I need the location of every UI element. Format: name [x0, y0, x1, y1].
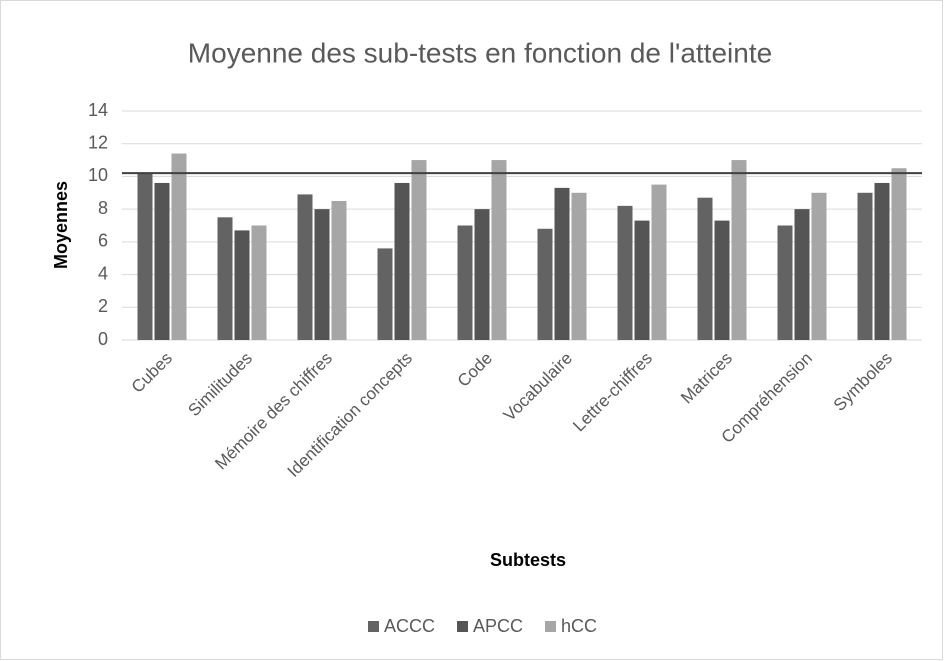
bar [697, 197, 713, 340]
bar [154, 182, 170, 340]
bar [811, 192, 827, 340]
legend-label: hCC [561, 616, 597, 636]
chart-title: Moyenne des sub-tests en fonction de l'a… [188, 37, 772, 68]
bar [491, 160, 507, 340]
y-tick-label: 10 [88, 165, 108, 185]
bar [651, 184, 667, 340]
y-tick-label: 6 [98, 231, 108, 251]
bar [874, 182, 890, 340]
bar [794, 209, 810, 340]
legend-swatch [457, 621, 469, 632]
bar [891, 168, 907, 340]
bar [777, 225, 793, 340]
y-axis-label: Moyennes [51, 181, 71, 269]
y-tick-label: 0 [98, 329, 108, 349]
y-tick-label: 2 [98, 296, 108, 316]
bar [554, 187, 570, 340]
bar [617, 205, 633, 340]
bar [297, 194, 313, 340]
bar [714, 220, 730, 340]
bar [377, 248, 393, 340]
y-tick-label: 8 [98, 198, 108, 218]
bar [251, 225, 267, 340]
y-tick-label: 12 [88, 132, 108, 152]
bar [217, 217, 233, 340]
bar [331, 200, 347, 340]
bar [171, 153, 187, 340]
bar [571, 192, 587, 340]
y-tick-label: 14 [88, 100, 108, 120]
bar [731, 160, 747, 340]
bar [234, 230, 250, 340]
bar [457, 225, 473, 340]
legend-label: ACCC [384, 616, 435, 636]
bar [314, 209, 330, 340]
bar [857, 192, 873, 340]
legend-label: APCC [473, 616, 523, 636]
y-tick-label: 4 [98, 263, 108, 283]
bar [411, 160, 427, 340]
legend-swatch [368, 621, 379, 632]
x-axis-label: Subtests [490, 550, 566, 570]
legend-swatch [545, 621, 557, 632]
bar [537, 228, 553, 340]
bar [634, 220, 650, 340]
bar [394, 182, 410, 340]
bar [137, 173, 153, 340]
bar [474, 209, 490, 340]
